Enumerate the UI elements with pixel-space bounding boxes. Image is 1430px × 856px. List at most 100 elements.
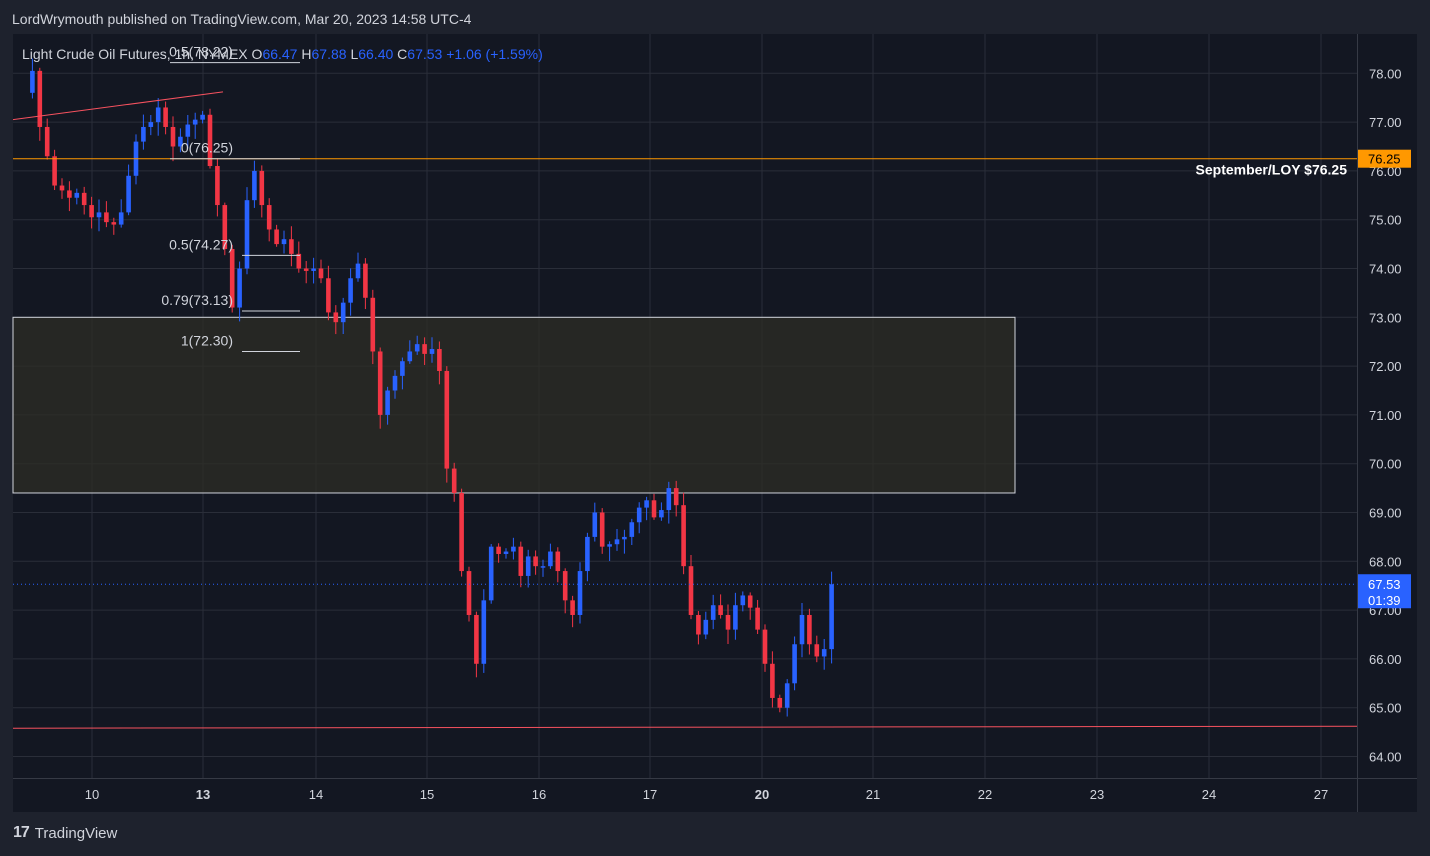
candle-body <box>777 697 783 708</box>
candle-body <box>392 375 398 391</box>
candle-body <box>400 361 405 376</box>
candle-body <box>266 205 272 230</box>
x-tick-label: 24 <box>1202 787 1216 802</box>
candle-body <box>570 600 575 615</box>
candle-body <box>281 239 287 245</box>
candle-body <box>725 614 731 630</box>
ohlc-legend-part: O <box>252 46 263 62</box>
candle-body <box>126 175 131 213</box>
x-tick-label: 20 <box>755 787 769 802</box>
fib-level-label: 0.5(78.22) <box>169 44 233 60</box>
y-tick-label: 77.00 <box>1369 115 1402 130</box>
candle-body <box>525 556 531 576</box>
y-tick-label: 72.00 <box>1369 359 1402 374</box>
y-tick-label: 70.00 <box>1369 457 1402 472</box>
candle-body <box>703 619 709 635</box>
candle-body <box>437 349 442 371</box>
candle-body <box>666 488 672 511</box>
footer-brand: TradingView <box>34 824 118 842</box>
ohlc-legend-part: +1.06 (+1.59%) <box>446 46 543 62</box>
support-line <box>12 725 1358 729</box>
candle-body <box>503 551 509 554</box>
candle-body <box>311 268 316 271</box>
candle-body <box>163 107 168 127</box>
candle-body <box>348 278 353 303</box>
candle-body <box>74 192 80 198</box>
candle-body <box>274 229 279 245</box>
candle-body <box>614 539 620 545</box>
x-tick-label: 13 <box>196 787 210 802</box>
x-tick-label: 16 <box>532 787 546 802</box>
ohlc-legend[interactable]: Light Crude Oil Futures, 1h, NYMEX O66.4… <box>22 46 543 62</box>
fib-level-label: 0.5(74.27) <box>169 236 233 252</box>
candle-body <box>629 522 635 537</box>
x-tick-label: 15 <box>420 787 434 802</box>
footer: 17 TradingView <box>13 824 117 842</box>
candle-body <box>229 248 235 308</box>
y-tick-label: 73.00 <box>1369 310 1402 325</box>
candle-body <box>540 566 546 568</box>
candle-body <box>259 170 265 206</box>
candle-body <box>289 239 294 254</box>
y-tick-label: 69.00 <box>1369 506 1402 521</box>
candle-body <box>244 200 250 269</box>
x-tick-label: 22 <box>978 787 992 802</box>
y-tick-label: 68.00 <box>1369 554 1402 569</box>
candle-body <box>607 544 612 547</box>
level-price-tag <box>1358 149 1411 168</box>
x-tick-label: 10 <box>85 787 99 802</box>
candle-body <box>562 571 568 601</box>
candle-body <box>762 629 768 664</box>
candle-body <box>829 584 834 650</box>
candle-body <box>733 605 738 630</box>
x-tick-label: 21 <box>866 787 880 802</box>
candle-body <box>696 614 701 635</box>
candle-body <box>170 126 176 147</box>
ohlc-legend-part: Light Crude Oil Futures, 1h, NYMEX <box>22 46 252 62</box>
candle-body <box>496 546 501 554</box>
candle-body <box>296 253 302 269</box>
candle-body <box>370 297 376 352</box>
published-text: LordWrymouth published on TradingView.co… <box>12 11 472 27</box>
candle-body <box>333 312 339 323</box>
candle-body <box>222 205 228 249</box>
candle-body <box>30 70 35 93</box>
candle-body <box>252 170 257 201</box>
candle-body <box>710 605 716 620</box>
candle-body <box>237 268 242 308</box>
current-price-tag-countdown: 01:39 <box>1368 593 1401 608</box>
fib-level-label: 0.79(73.13) <box>161 292 233 308</box>
candle-body <box>466 571 472 615</box>
candle-body <box>799 614 805 645</box>
current-price-tag <box>1358 574 1411 609</box>
candle-body <box>659 510 664 518</box>
candle-body <box>451 468 457 493</box>
candle-body <box>89 205 94 218</box>
ohlc-legend-part: 66.47 <box>262 46 301 62</box>
candle-body <box>718 605 723 615</box>
candle-body <box>96 212 102 218</box>
x-tick-label: 27 <box>1314 787 1328 802</box>
candle-body <box>481 600 487 664</box>
candle-body <box>192 119 198 125</box>
candle-body <box>59 185 65 191</box>
candle-body <box>111 222 117 225</box>
candle-body <box>148 122 154 127</box>
supply-demand-zone <box>12 316 1016 494</box>
candle-body <box>429 349 435 354</box>
x-tick-label: 23 <box>1090 787 1104 802</box>
y-tick-label: 64.00 <box>1369 750 1402 765</box>
candle-body <box>385 390 390 415</box>
tradingview-logo-icon: 17 <box>13 824 30 841</box>
candle-body <box>644 500 649 508</box>
ohlc-legend-part: 67.53 <box>407 46 446 62</box>
y-tick-label: 66.00 <box>1369 652 1402 667</box>
fib-level-label: 1(72.30) <box>181 332 233 348</box>
ohlc-legend-part: C <box>397 46 407 62</box>
candle-body <box>792 644 797 684</box>
candle-body <box>67 190 72 198</box>
candle-body <box>740 595 746 606</box>
candle-body <box>377 351 383 415</box>
candle-body <box>407 351 413 362</box>
price-chart[interactable]: September/LOY $76.25 0.5(78.22) 0(76.25) 0.… <box>0 0 1430 815</box>
